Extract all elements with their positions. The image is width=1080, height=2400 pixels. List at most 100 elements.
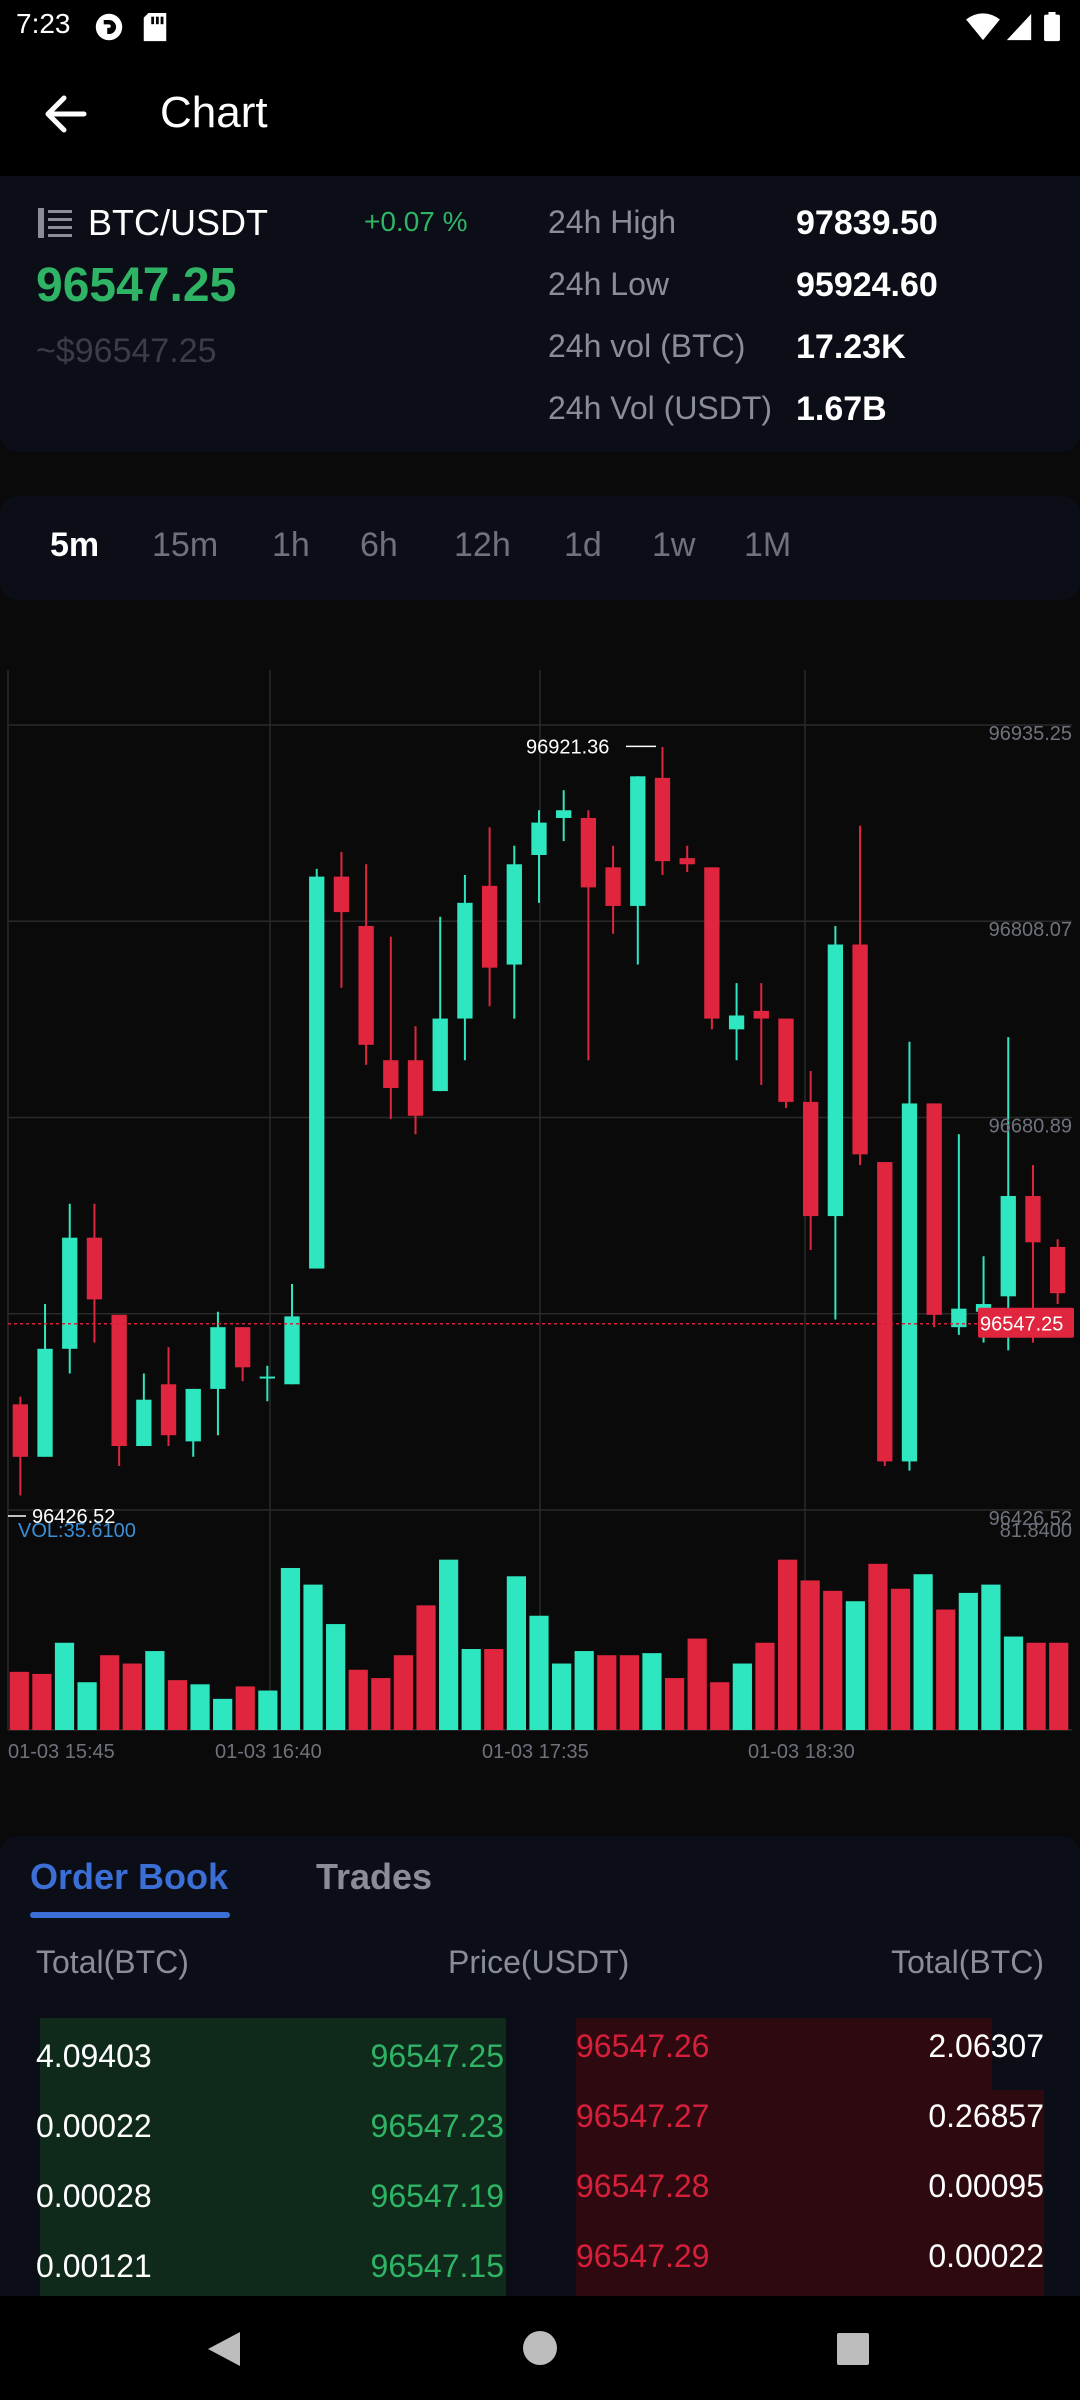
usd-price: ~$96547.25 — [36, 332, 217, 370]
ask-depth-bar — [576, 2018, 992, 2090]
wifi-icon — [966, 13, 1000, 41]
bid-price: 96547.19 — [370, 2178, 504, 2214]
volume-bar — [303, 1584, 323, 1730]
header-ask-total: Total(BTC) — [891, 1944, 1044, 1980]
interval-1M[interactable]: 1M — [744, 526, 792, 564]
nav-back-icon[interactable] — [206, 2330, 242, 2368]
chart-svg[interactable]: 96935.2596808.0796680.8996553.7096426.52… — [0, 640, 1080, 1780]
menu-list-icon[interactable] — [36, 204, 74, 242]
interval-12h[interactable]: 12h — [454, 526, 511, 564]
volume-bar — [145, 1651, 165, 1730]
header-price: Price(USDT) — [448, 1944, 630, 1980]
candle — [111, 1314, 127, 1446]
bid-amount: 4.09403 — [36, 2038, 152, 2074]
volume-bar — [122, 1663, 142, 1730]
interval-6h[interactable]: 6h — [360, 526, 398, 564]
volume-bar — [868, 1563, 888, 1730]
candle — [877, 1162, 893, 1462]
volume-bar — [167, 1680, 188, 1730]
battery-icon — [1044, 12, 1060, 42]
candle — [457, 902, 473, 1019]
volume-bar — [777, 1559, 798, 1730]
low-marker-label: 96426.52 — [32, 1506, 115, 1528]
bid-price: 96547.23 — [370, 2108, 504, 2144]
candle — [1025, 1196, 1041, 1243]
interval-5m[interactable]: 5m — [50, 526, 100, 564]
y-tick-label: 96935.25 — [989, 723, 1072, 745]
x-axis-ticks: 01-03 15:45 01-03 16:40 01-03 17:35 01-03 1… — [8, 1741, 855, 1763]
pair-name[interactable]: BTC/USDT — [88, 202, 268, 243]
volume-bar — [597, 1655, 617, 1730]
volume-bar — [529, 1615, 549, 1730]
volume-bar — [800, 1580, 820, 1730]
candle — [481, 885, 498, 968]
volume-bar — [54, 1642, 75, 1730]
candle — [309, 876, 325, 1269]
ticker-summary: BTC/USDT +0.07 % 96547.25 ~$96547.25 24h… — [0, 176, 1080, 452]
volume-bar — [77, 1682, 97, 1730]
volume-bar — [461, 1648, 481, 1730]
volume-bar — [393, 1655, 414, 1730]
candle — [432, 1018, 448, 1092]
candle — [12, 1404, 29, 1457]
candle — [901, 1103, 918, 1462]
volume-bar — [845, 1601, 865, 1730]
volume-bar — [642, 1653, 662, 1730]
back-arrow-icon[interactable] — [36, 84, 96, 144]
volume-bar — [913, 1574, 933, 1730]
candle — [580, 817, 597, 888]
ask-price: 96547.29 — [576, 2238, 710, 2274]
candle — [926, 1103, 942, 1315]
nav-home-icon[interactable] — [522, 2330, 558, 2366]
volume-bar — [100, 1655, 120, 1730]
candles — [12, 746, 1066, 1496]
interval-1w[interactable]: 1w — [652, 526, 696, 564]
candlestick-chart[interactable]: 96935.2596808.0796680.8996553.7096426.52… — [0, 640, 1080, 1780]
volume-bar — [687, 1638, 707, 1730]
x-tick-label: 01-03 16:40 — [215, 1741, 322, 1763]
volume-bar — [506, 1576, 527, 1730]
tab-order-book[interactable]: Order Book — [30, 1856, 229, 1897]
volume-bar — [439, 1559, 459, 1730]
volume-bar — [258, 1690, 278, 1730]
volume-bar — [235, 1686, 255, 1730]
last-price-box — [978, 1307, 1074, 1338]
stat-value-high: 97839.50 — [796, 204, 938, 242]
volume-bar — [416, 1605, 436, 1730]
volume-bar — [1049, 1642, 1069, 1730]
volume-label: VOL:35.6100 — [18, 1520, 136, 1542]
ask-amount: 0.26857 — [928, 2098, 1044, 2134]
y-tick-label: 96808.07 — [989, 919, 1072, 941]
ask-amount: 0.00095 — [928, 2168, 1044, 2204]
volume-bar — [981, 1584, 1001, 1730]
interval-1h[interactable]: 1h — [272, 526, 310, 564]
interval-15m[interactable]: 15m — [152, 526, 219, 564]
stat-value-low: 95924.60 — [796, 266, 938, 304]
nav-recents-icon[interactable] — [836, 2332, 870, 2366]
stat-label-vol-btc: 24h vol (BTC) — [548, 328, 746, 364]
candle — [234, 1327, 251, 1368]
volume-bar — [9, 1671, 29, 1730]
ask-amount: 2.06307 — [928, 2028, 1044, 2064]
volume-bar — [190, 1684, 210, 1730]
bid-price: 96547.15 — [370, 2248, 504, 2284]
interval-1d[interactable]: 1d — [564, 526, 602, 564]
y-tick-label: 96426.52 — [989, 1508, 1072, 1530]
candle — [630, 776, 646, 906]
candle — [679, 858, 695, 865]
candle — [86, 1237, 103, 1300]
volume-bar — [890, 1588, 911, 1730]
volume-bar — [958, 1592, 978, 1730]
tab-trades[interactable]: Trades — [316, 1856, 433, 1897]
volume-bar — [371, 1678, 391, 1730]
candle — [210, 1327, 226, 1389]
bid-amount: 0.00121 — [36, 2248, 152, 2284]
x-tick-label: 01-03 18:30 — [748, 1741, 855, 1763]
bid-amount: 0.00028 — [36, 2178, 152, 2214]
volume-bar — [280, 1567, 301, 1730]
system-nav-bar — [0, 2296, 1080, 2400]
candle — [1000, 1196, 1016, 1297]
bid-price: 96547.25 — [370, 2038, 504, 2074]
last-price-label: 96547.25 — [980, 1314, 1063, 1336]
